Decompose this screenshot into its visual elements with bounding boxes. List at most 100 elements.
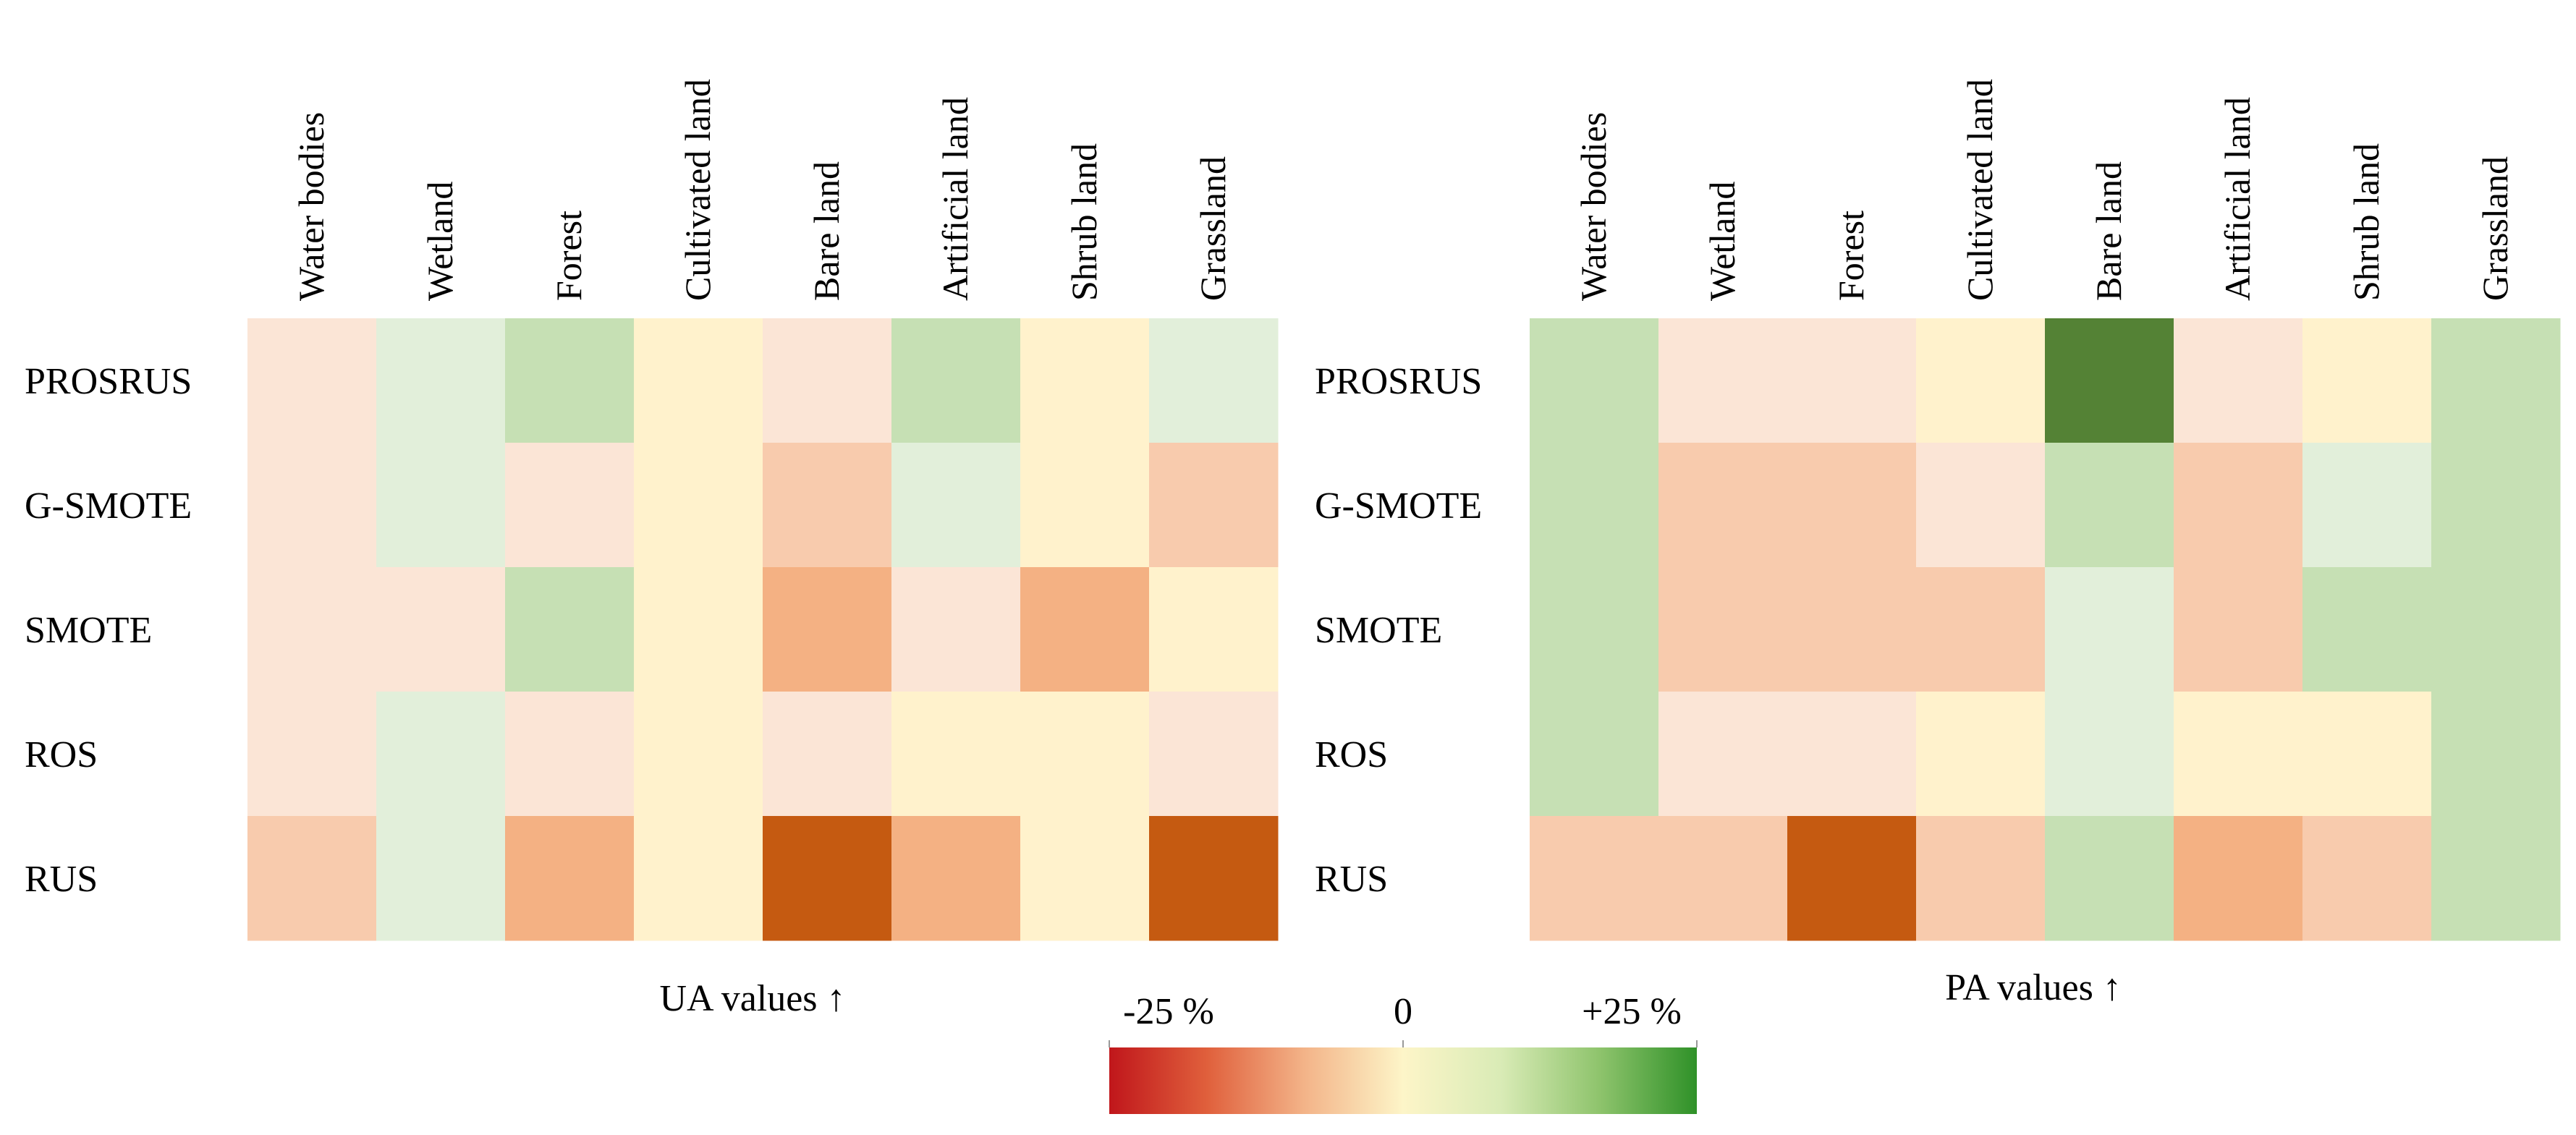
column-label-artificial-land: Artificial land <box>2217 97 2258 301</box>
heatmap-cell-g-smote-cultivated-land <box>634 443 763 568</box>
heatmap-cell-smote-grassland <box>2431 567 2561 692</box>
heatmap-cell-ros-grassland <box>2431 692 2561 817</box>
colorbar-min-label: -25 % <box>1123 991 1214 1032</box>
heatmap-cell-ros-water-bodies <box>1530 692 1659 817</box>
heatmap-cell-g-smote-cultivated-land <box>1916 443 2046 568</box>
heatmap-cell-prosrus-bare-land <box>2045 318 2174 443</box>
heatmap-cell-g-smote-forest <box>505 443 635 568</box>
heatmap-cell-ros-shrub-land <box>2302 692 2432 817</box>
row-label-rus: RUS <box>1315 859 1388 900</box>
heatmap-cell-ros-forest <box>505 692 635 817</box>
heatmap-cell-smote-shrub-land <box>2302 567 2432 692</box>
heatmap-cell-rus-artificial-land <box>2174 816 2303 941</box>
heatmap-cell-rus-wetland <box>1658 816 1788 941</box>
caption-arrow-icon: ↑ <box>827 978 846 1019</box>
heatmap-ua-values: Water bodies Wetland Forest Cultivated land… <box>25 79 1279 1019</box>
heatmap-cell-prosrus-bare-land <box>763 318 892 443</box>
heatmap-cell-ros-wetland <box>1658 692 1788 817</box>
heatmap-cell-g-smote-wetland <box>376 443 506 568</box>
heatmap-cell-prosrus-water-bodies <box>1530 318 1659 443</box>
heatmap-cell-prosrus-cultivated-land <box>634 318 763 443</box>
heatmap-cell-g-smote-water-bodies <box>1530 443 1659 568</box>
caption-ua-values: UA values ↑ <box>659 978 845 1019</box>
heatmap-cell-rus-grassland <box>2431 816 2561 941</box>
heatmap-cell-g-smote-bare-land <box>763 443 892 568</box>
column-label-cultivated-land: Cultivated land <box>677 79 718 301</box>
heatmap-cell-g-smote-forest <box>1787 443 1917 568</box>
heatmap-cell-smote-water-bodies <box>1530 567 1659 692</box>
column-label-cultivated-land: Cultivated land <box>1959 79 2000 301</box>
row-label-ros: ROS <box>1315 734 1388 775</box>
row-label-prosrus: PROSRUS <box>1315 361 1482 402</box>
column-label-bare-land: Bare land <box>2088 161 2129 301</box>
heatmap-cell-smote-forest <box>1787 567 1917 692</box>
heatmap-cell-ros-cultivated-land <box>634 692 763 817</box>
heatmap-cell-ros-bare-land <box>2045 692 2174 817</box>
heatmap-cell-prosrus-forest <box>505 318 635 443</box>
heatmap-cell-rus-forest <box>1787 816 1917 941</box>
colorbar: -25 % 0 +25 % <box>1109 991 1698 1114</box>
heatmap-cell-ros-artificial-land <box>2174 692 2303 817</box>
heatmap-cell-ros-cultivated-land <box>1916 692 2046 817</box>
heatmap-cell-smote-cultivated-land <box>1916 567 2046 692</box>
heatmap-cell-rus-water-bodies <box>1530 816 1659 941</box>
heatmap-cell-rus-bare-land <box>763 816 892 941</box>
column-label-water-bodies: Water bodies <box>291 112 331 301</box>
heatmap-cell-smote-bare-land <box>2045 567 2174 692</box>
heatmaps-layer: Water bodies Wetland Forest Cultivated land… <box>25 79 2561 1019</box>
column-label-artificial-land: Artificial land <box>935 97 975 301</box>
row-label-rus: RUS <box>25 859 98 900</box>
heatmap-cell-smote-shrub-land <box>1020 567 1150 692</box>
row-label-smote: SMOTE <box>1315 610 1442 651</box>
colorbar-gradient <box>1109 1047 1697 1114</box>
heatmap-cell-smote-artificial-land <box>891 567 1021 692</box>
heatmap-cell-ros-bare-land <box>763 692 892 817</box>
heatmap-cell-prosrus-forest <box>1787 318 1917 443</box>
heatmap-cell-prosrus-wetland <box>376 318 506 443</box>
heatmap-cell-smote-wetland <box>1658 567 1788 692</box>
heatmap-cell-g-smote-wetland <box>1658 443 1788 568</box>
heatmap-cell-ros-water-bodies <box>247 692 377 817</box>
heatmap-cell-ros-artificial-land <box>891 692 1021 817</box>
row-label-ros: ROS <box>25 734 98 775</box>
colorbar-mid-label: 0 <box>1394 991 1412 1032</box>
heatmap-cell-prosrus-grassland <box>2431 318 2561 443</box>
heatmap-cell-ros-wetland <box>376 692 506 817</box>
heatmap-cell-smote-artificial-land <box>2174 567 2303 692</box>
heatmap-cell-prosrus-cultivated-land <box>1916 318 2046 443</box>
heatmap-cell-prosrus-wetland <box>1658 318 1788 443</box>
heatmap-cell-smote-cultivated-land <box>634 567 763 692</box>
heatmap-cell-g-smote-grassland <box>1149 443 1279 568</box>
heatmap-cell-g-smote-artificial-land <box>891 443 1021 568</box>
column-label-grassland: Grassland <box>1192 156 1233 301</box>
colorbar-max-label: +25 % <box>1582 991 1682 1032</box>
caption-arrow-icon: ↑ <box>2103 967 2122 1008</box>
heatmap-cell-rus-artificial-land <box>891 816 1021 941</box>
column-label-water-bodies: Water bodies <box>1573 112 1614 301</box>
column-label-grassland: Grassland <box>2475 156 2515 301</box>
row-label-g-smote: G-SMOTE <box>25 485 192 527</box>
heatmap-cell-g-smote-artificial-land <box>2174 443 2303 568</box>
column-label-forest: Forest <box>1831 211 1871 301</box>
column-label-shrub-land: Shrub land <box>1064 143 1104 301</box>
heatmap-cell-ros-grassland <box>1149 692 1279 817</box>
column-label-forest: Forest <box>548 211 589 301</box>
heatmap-cell-smote-water-bodies <box>247 567 377 692</box>
heatmap-cell-g-smote-grassland <box>2431 443 2561 568</box>
heatmap-cell-g-smote-water-bodies <box>247 443 377 568</box>
heatmap-cell-g-smote-bare-land <box>2045 443 2174 568</box>
heatmap-cell-smote-bare-land <box>763 567 892 692</box>
heatmap-cell-smote-grassland <box>1149 567 1279 692</box>
heatmap-cell-prosrus-water-bodies <box>247 318 377 443</box>
row-label-g-smote: G-SMOTE <box>1315 485 1482 527</box>
heatmap-cell-prosrus-shrub-land <box>2302 318 2432 443</box>
heatmap-cell-smote-forest <box>505 567 635 692</box>
column-label-shrub-land: Shrub land <box>2346 143 2386 301</box>
heatmap-cell-g-smote-shrub-land <box>1020 443 1150 568</box>
heatmap-cell-rus-wetland <box>376 816 506 941</box>
heatmap-cell-ros-shrub-land <box>1020 692 1150 817</box>
heatmap-cell-ros-forest <box>1787 692 1917 817</box>
heatmap-cell-g-smote-shrub-land <box>2302 443 2432 568</box>
heatmap-cell-prosrus-artificial-land <box>2174 318 2303 443</box>
